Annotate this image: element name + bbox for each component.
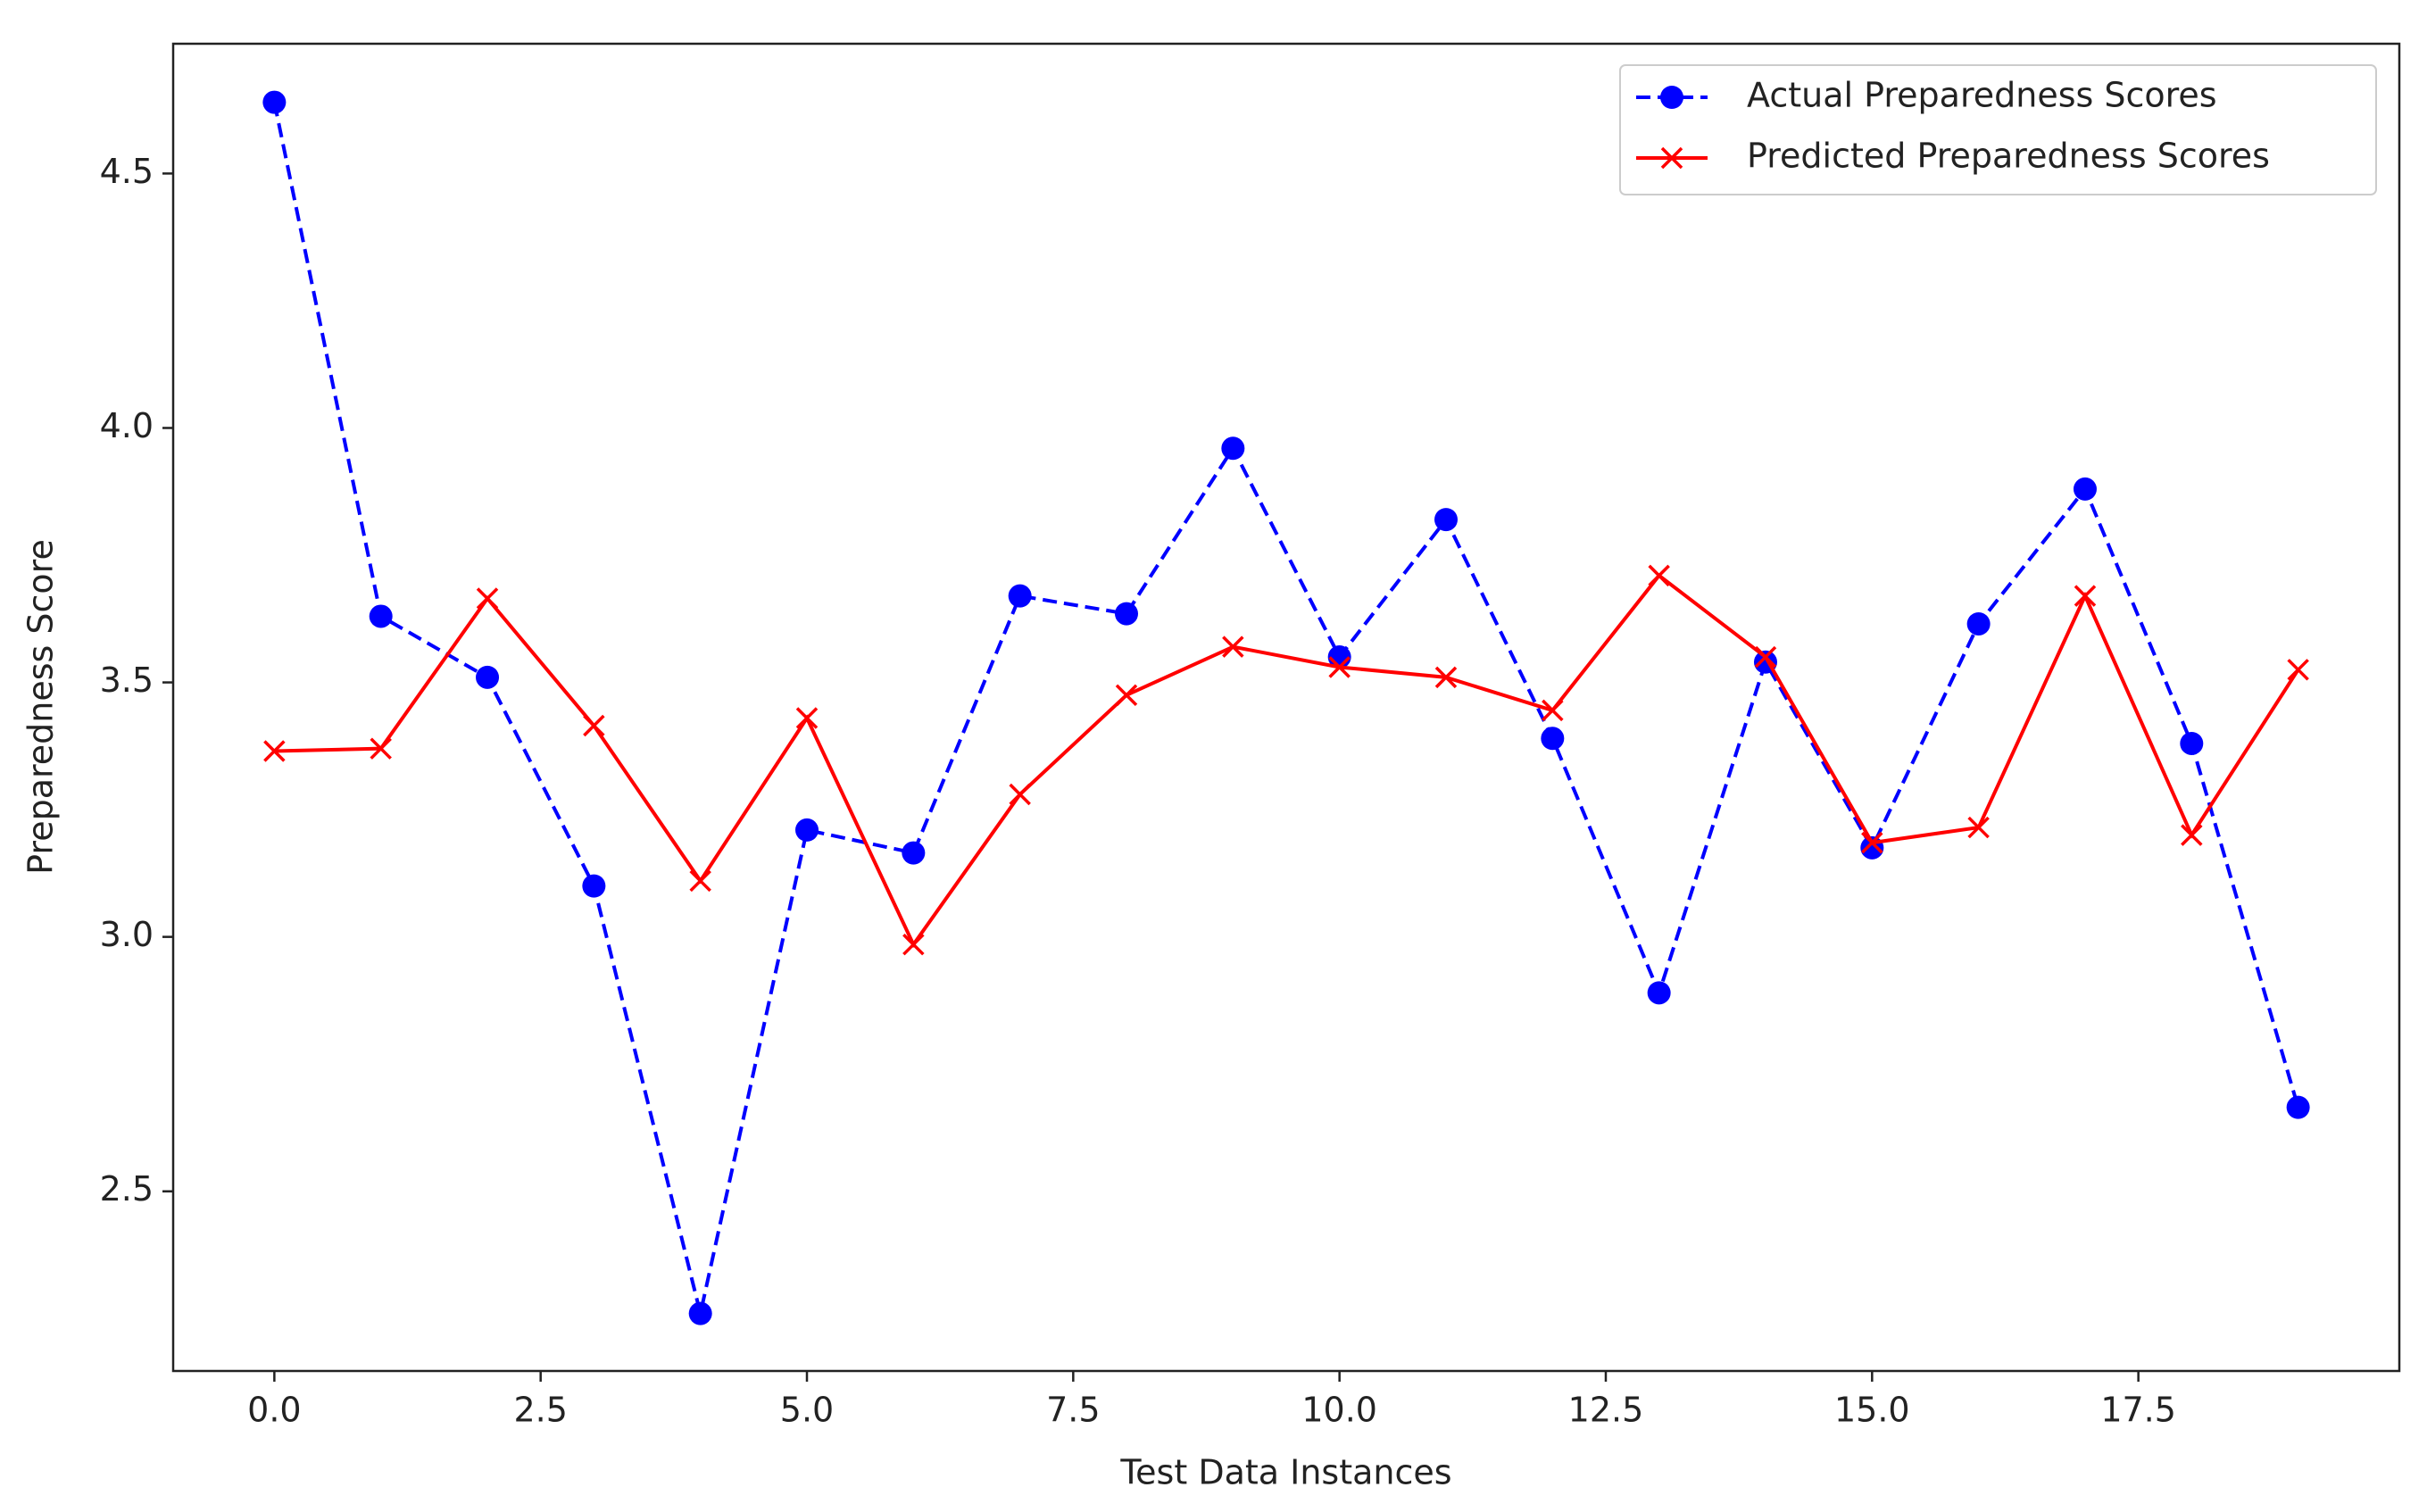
point: [902, 933, 925, 956]
legend-marker: [1660, 146, 1683, 170]
x-tick-label: 10.0: [1301, 1391, 1377, 1430]
series-line: [272, 102, 2300, 1315]
x-tick-label: 15.0: [1834, 1391, 1910, 1430]
point-stroke: [263, 740, 286, 762]
point: [1434, 508, 1458, 532]
plot-frame: [171, 42, 2401, 1373]
y-axis-label: Preparedness Score: [21, 539, 61, 875]
x-tick-label: 12.5: [1568, 1391, 1644, 1430]
x-tick-label: 0.0: [247, 1391, 301, 1430]
point-stroke: [1328, 656, 1351, 678]
point: [369, 604, 393, 628]
point: [2181, 824, 2203, 846]
y-tick-label: 3.0: [100, 915, 154, 954]
point-stroke: [1967, 816, 1990, 839]
point-stroke: [795, 707, 819, 729]
point: [1541, 727, 1565, 751]
point: [1647, 981, 1671, 1005]
point-stroke: [902, 933, 925, 956]
point: [688, 1301, 712, 1325]
point: [370, 737, 392, 760]
y-tick-label: 4.5: [100, 152, 154, 191]
point-stroke: [1861, 831, 1883, 854]
point-stroke: [689, 869, 711, 893]
legend-marker: [1660, 86, 1683, 109]
point: [1648, 564, 1670, 587]
legend-box: [1619, 64, 2377, 195]
point: [1754, 645, 1777, 669]
point: [1221, 436, 1245, 461]
point: [1967, 816, 1990, 839]
point-stroke: [1115, 684, 1138, 707]
x-tick-label: 2.5: [513, 1391, 567, 1430]
point: [2286, 1095, 2310, 1119]
point: [1861, 831, 1883, 854]
x-axis-label: Test Data Instances: [1119, 1453, 1451, 1492]
point: [476, 587, 499, 610]
point-stroke: [1542, 699, 1564, 722]
point: [1115, 602, 1139, 626]
point-stroke: [2074, 585, 2097, 607]
point: [689, 869, 711, 893]
point-stroke: [2181, 824, 2203, 846]
point: [1328, 656, 1351, 678]
point-stroke: [1648, 564, 1670, 587]
point: [2287, 659, 2309, 681]
legend-label: Actual Preparedness Scores: [1747, 76, 2217, 115]
point: [1222, 636, 1244, 658]
point: [1009, 783, 1031, 806]
point: [1008, 584, 1032, 608]
x-tick-label: 7.5: [1046, 1391, 1100, 1430]
point: [902, 841, 926, 865]
point: [1542, 699, 1564, 722]
x-tick-label: 17.5: [2100, 1391, 2176, 1430]
point: [476, 665, 500, 689]
point: [262, 90, 287, 114]
point: [1434, 666, 1458, 689]
point: [582, 874, 606, 898]
point-stroke: [370, 737, 392, 760]
point: [2074, 585, 2097, 607]
series-line: [274, 573, 2300, 949]
point: [1115, 684, 1138, 707]
point-stroke: [1009, 783, 1031, 806]
point-stroke: [2287, 659, 2309, 681]
point: [2180, 731, 2204, 755]
point: [795, 818, 819, 842]
y-tick-label: 3.5: [100, 660, 154, 700]
point-stroke: [1434, 666, 1458, 689]
point: [263, 740, 286, 762]
x-tick-label: 5.0: [780, 1391, 834, 1430]
y-tick-label: 2.5: [100, 1169, 154, 1209]
point-stroke: [476, 587, 499, 610]
point-stroke: [1754, 645, 1777, 669]
point-stroke: [583, 714, 605, 737]
legend-label: Predicted Preparedness Scores: [1747, 137, 2270, 176]
point: [2073, 477, 2097, 501]
point: [583, 714, 605, 737]
point: [795, 707, 819, 729]
point: [1966, 611, 1991, 636]
y-tick-label: 4.0: [100, 406, 154, 445]
point-stroke: [1222, 636, 1244, 658]
